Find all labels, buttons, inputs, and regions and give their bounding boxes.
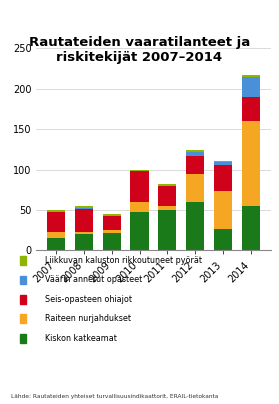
Bar [75,208,93,209]
Bar [214,191,232,229]
Bar [214,165,232,191]
Bar [186,174,204,202]
Bar [242,97,260,121]
Bar [75,209,93,232]
Text: Rautateiden vaaratilanteet ja
riskitekijät 2007–2014: Rautateiden vaaratilanteet ja riskitekij… [29,36,250,64]
Bar [103,230,121,233]
Bar [158,184,176,186]
Bar [47,238,65,250]
Text: Raiteen nurjahdukset: Raiteen nurjahdukset [45,314,131,323]
Text: Väärin annetut opasteet: Väärin annetut opasteet [45,276,142,284]
Bar [242,77,260,97]
Bar [186,150,204,152]
Bar [186,202,204,250]
Bar [75,234,93,250]
Bar [158,186,176,206]
Bar [47,212,65,232]
Text: Liikkuvan kaluston rikkoutuneet pyörät: Liikkuvan kaluston rikkoutuneet pyörät [45,256,202,265]
Bar [186,156,204,174]
Text: Lähde: Rautateiden yhteiset turvallisuusindikaattorit, ERAIL-tietokanta: Lähde: Rautateiden yhteiset turvallisuus… [11,394,218,399]
Bar [242,206,260,250]
Bar [214,161,232,162]
Bar [103,214,121,216]
Bar [47,232,65,238]
Text: Kiskon katkeamat: Kiskon katkeamat [45,334,117,343]
Bar [186,152,204,156]
Bar [47,210,65,212]
Bar [103,233,121,250]
Bar [131,171,149,202]
Bar [158,210,176,250]
Bar [214,229,232,250]
Bar [131,170,149,171]
Text: Seis-opasteen ohiajot: Seis-opasteen ohiajot [45,295,132,304]
Bar [75,206,93,208]
Bar [242,121,260,206]
Bar [103,216,121,230]
Bar [242,75,260,77]
Bar [75,232,93,234]
Bar [131,212,149,250]
Bar [131,202,149,212]
Bar [158,206,176,210]
Bar [214,162,232,165]
